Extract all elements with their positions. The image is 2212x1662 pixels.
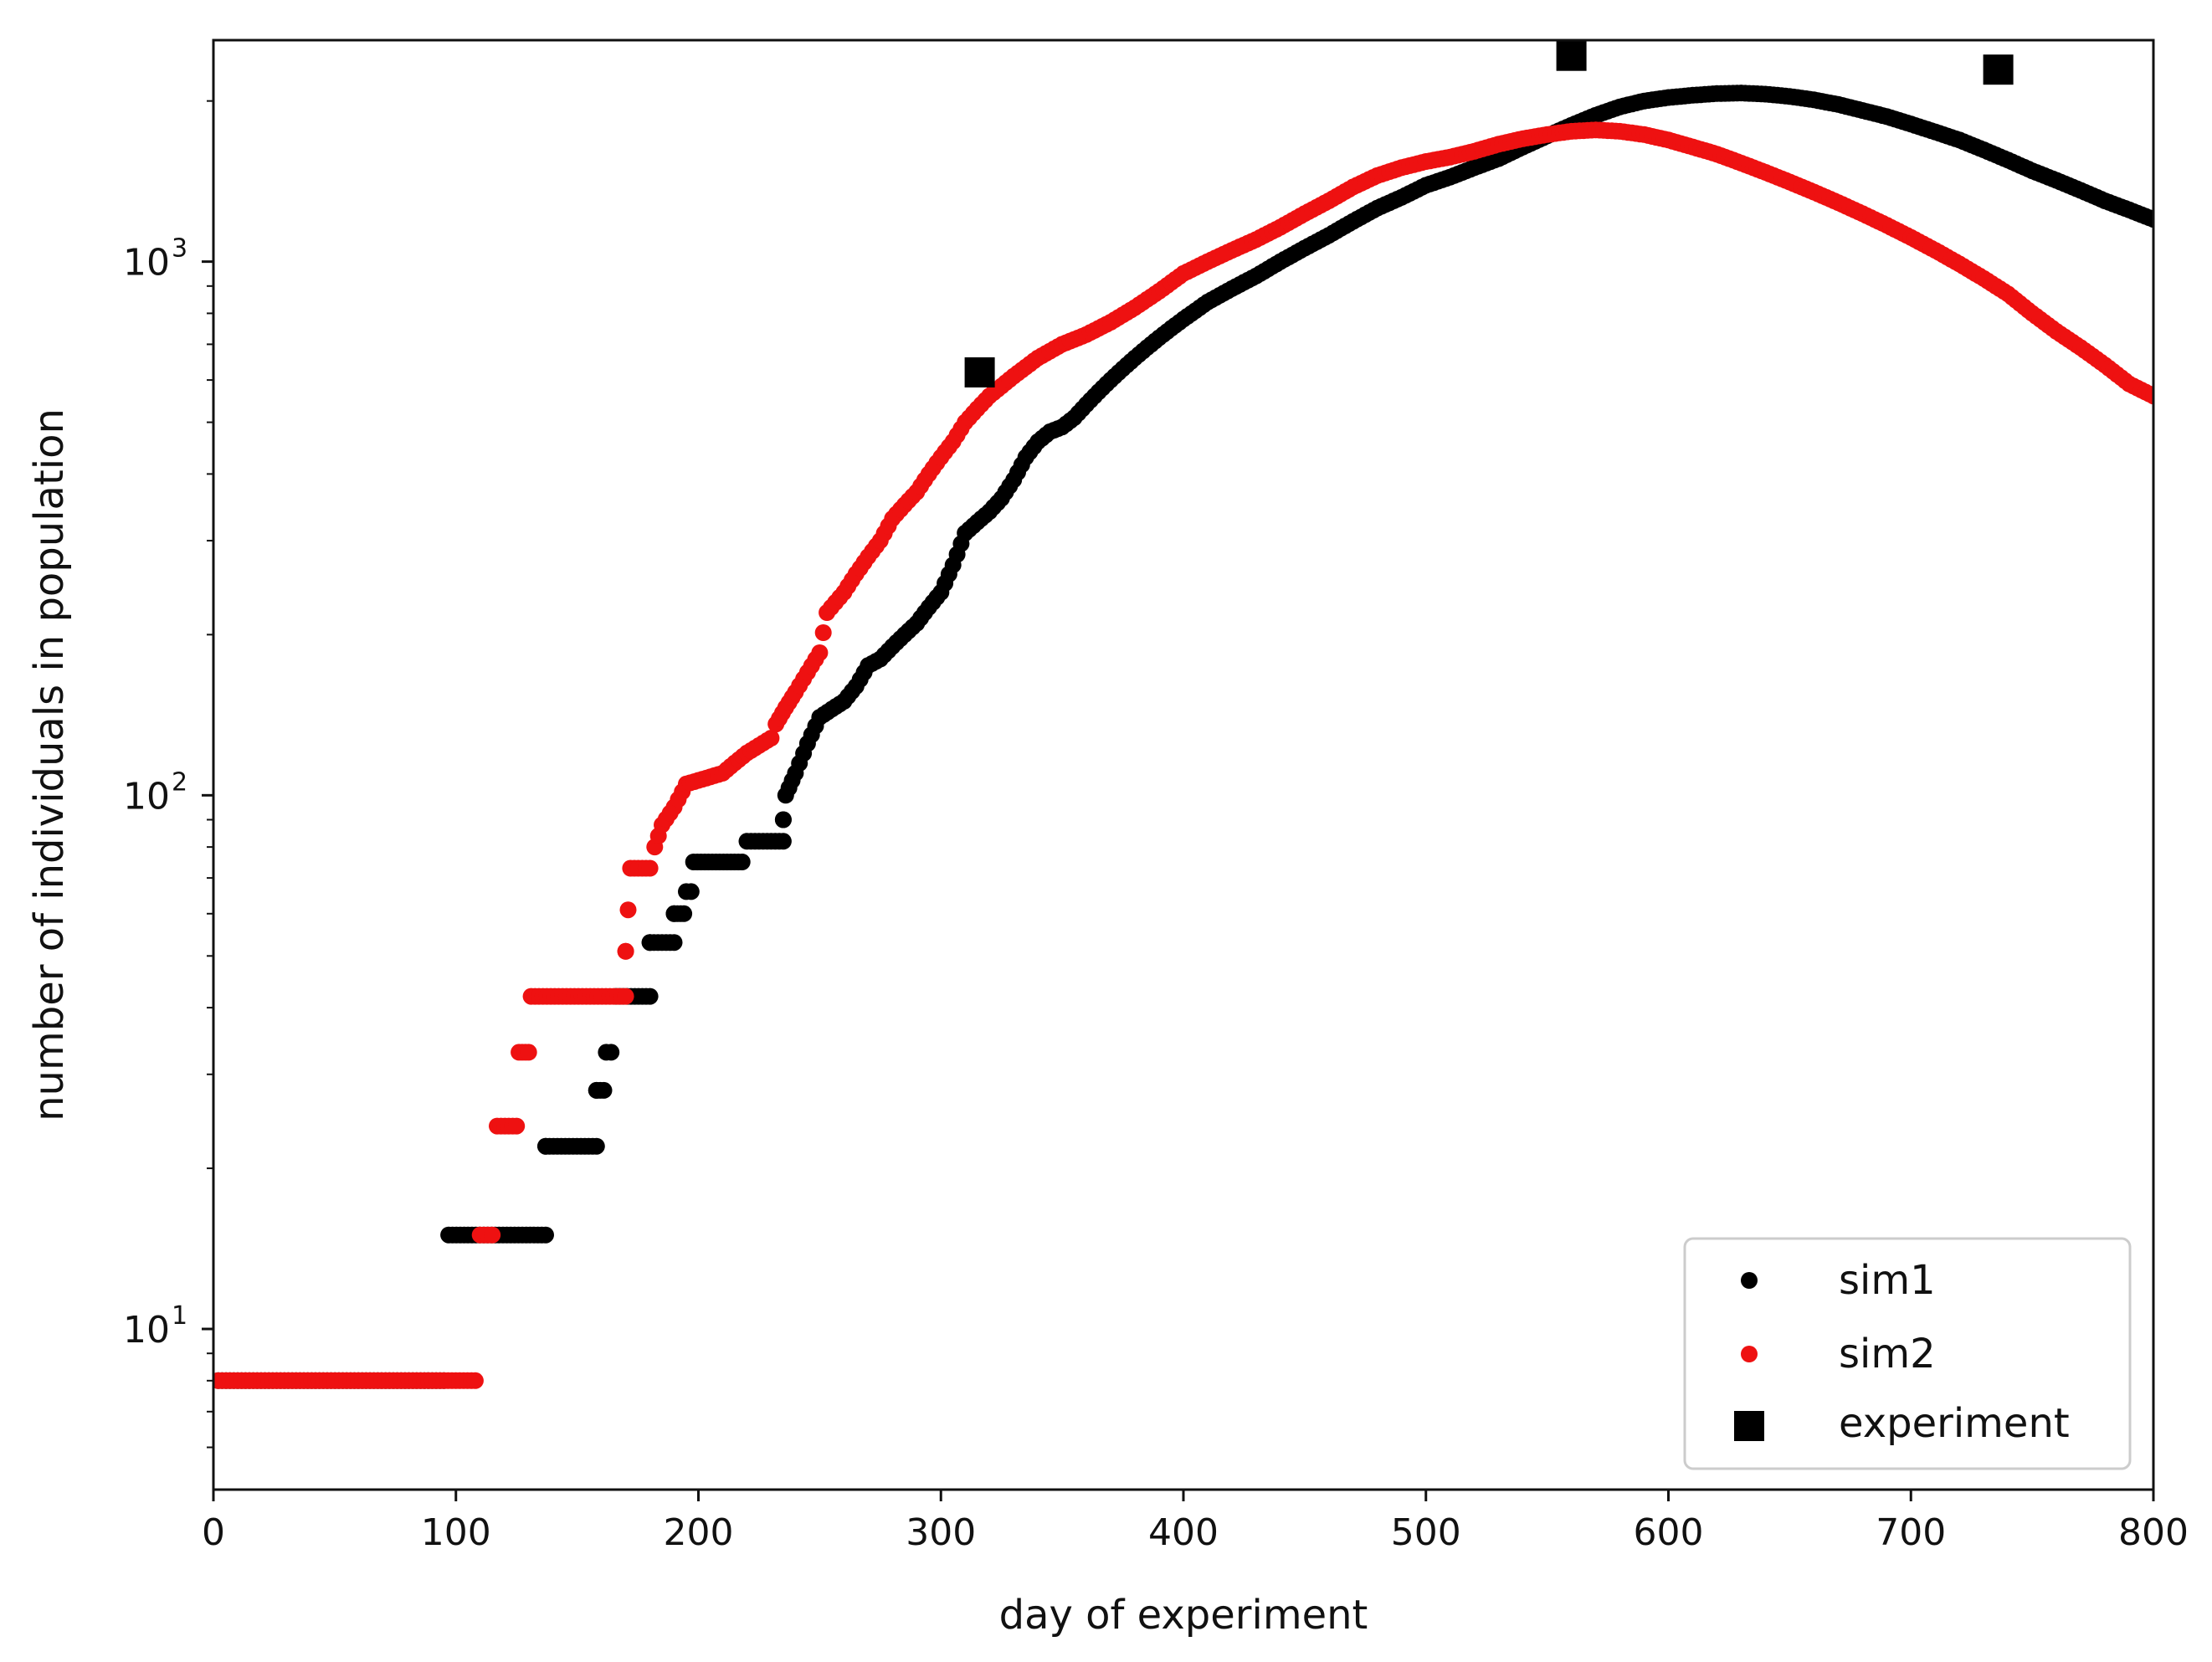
sim2-point <box>2145 387 2153 405</box>
sim2-point <box>484 1226 501 1244</box>
sim2-point <box>508 1117 526 1135</box>
sim1-point <box>2145 211 2153 228</box>
y-tick-exponent: 2 <box>172 767 187 797</box>
x-tick-label: 200 <box>664 1511 734 1554</box>
legend-marker-sim2 <box>1741 1346 1758 1362</box>
sim1-point <box>665 934 683 952</box>
legend-label-sim2: sim2 <box>1839 1331 1936 1377</box>
y-tick-exponent: 3 <box>172 234 187 264</box>
sim2-point <box>617 942 634 960</box>
series-experiment <box>964 40 2014 387</box>
sim1-point <box>774 811 792 828</box>
sim2-point <box>811 644 829 661</box>
experiment-point <box>1556 40 1587 71</box>
experiment-point <box>964 357 995 387</box>
legend-label-experiment: experiment <box>1839 1400 2070 1447</box>
x-tick-label: 300 <box>906 1511 976 1554</box>
sim2-point <box>619 901 637 919</box>
series-sim2 <box>213 121 2153 1389</box>
sim2-point <box>641 859 659 877</box>
x-tick-label: 0 <box>202 1511 225 1554</box>
sim2-point <box>814 624 832 641</box>
y-axis-label: number of individuals in population <box>26 408 73 1121</box>
legend-marker-sim1 <box>1741 1272 1758 1289</box>
x-tick-label: 100 <box>421 1511 491 1554</box>
sim1-point <box>641 987 659 1005</box>
x-tick-label: 600 <box>1634 1511 1704 1554</box>
legend-box <box>1683 1237 2132 1470</box>
data-layer <box>213 40 2153 1389</box>
x-tick-label: 800 <box>2118 1511 2189 1554</box>
sim1-point <box>537 1226 554 1244</box>
sim2-point <box>466 1372 484 1389</box>
x-axis-label: day of experiment <box>999 1592 1368 1639</box>
sim1-point <box>733 854 751 870</box>
x-axis: 0 100 200 300 400 500 600 700 800 <box>202 1490 2189 1554</box>
sim1-point <box>588 1137 605 1155</box>
sim2-point <box>762 730 780 746</box>
sim1-point <box>595 1081 613 1099</box>
sim2-point <box>617 987 634 1005</box>
experiment-point <box>1983 54 2014 85</box>
x-tick-label: 400 <box>1148 1511 1219 1554</box>
y-tick-label: 10 <box>123 242 170 285</box>
y-tick-exponent: 1 <box>172 1301 187 1331</box>
legend-label-sim1: sim1 <box>1839 1257 1936 1304</box>
y-tick-label: 10 <box>123 1309 170 1352</box>
x-tick-label: 500 <box>1391 1511 1461 1554</box>
sim1-point <box>682 883 700 900</box>
sim1-point <box>675 905 693 922</box>
sim2-point <box>520 1044 537 1061</box>
x-tick-label: 700 <box>1876 1511 1946 1554</box>
sim1-point <box>774 833 792 850</box>
sim1-point <box>603 1044 620 1061</box>
y-tick-label: 10 <box>123 775 170 818</box>
legend: sim1 sim2 experiment <box>1683 1237 2132 1470</box>
legend-marker-experiment <box>1734 1411 1764 1441</box>
